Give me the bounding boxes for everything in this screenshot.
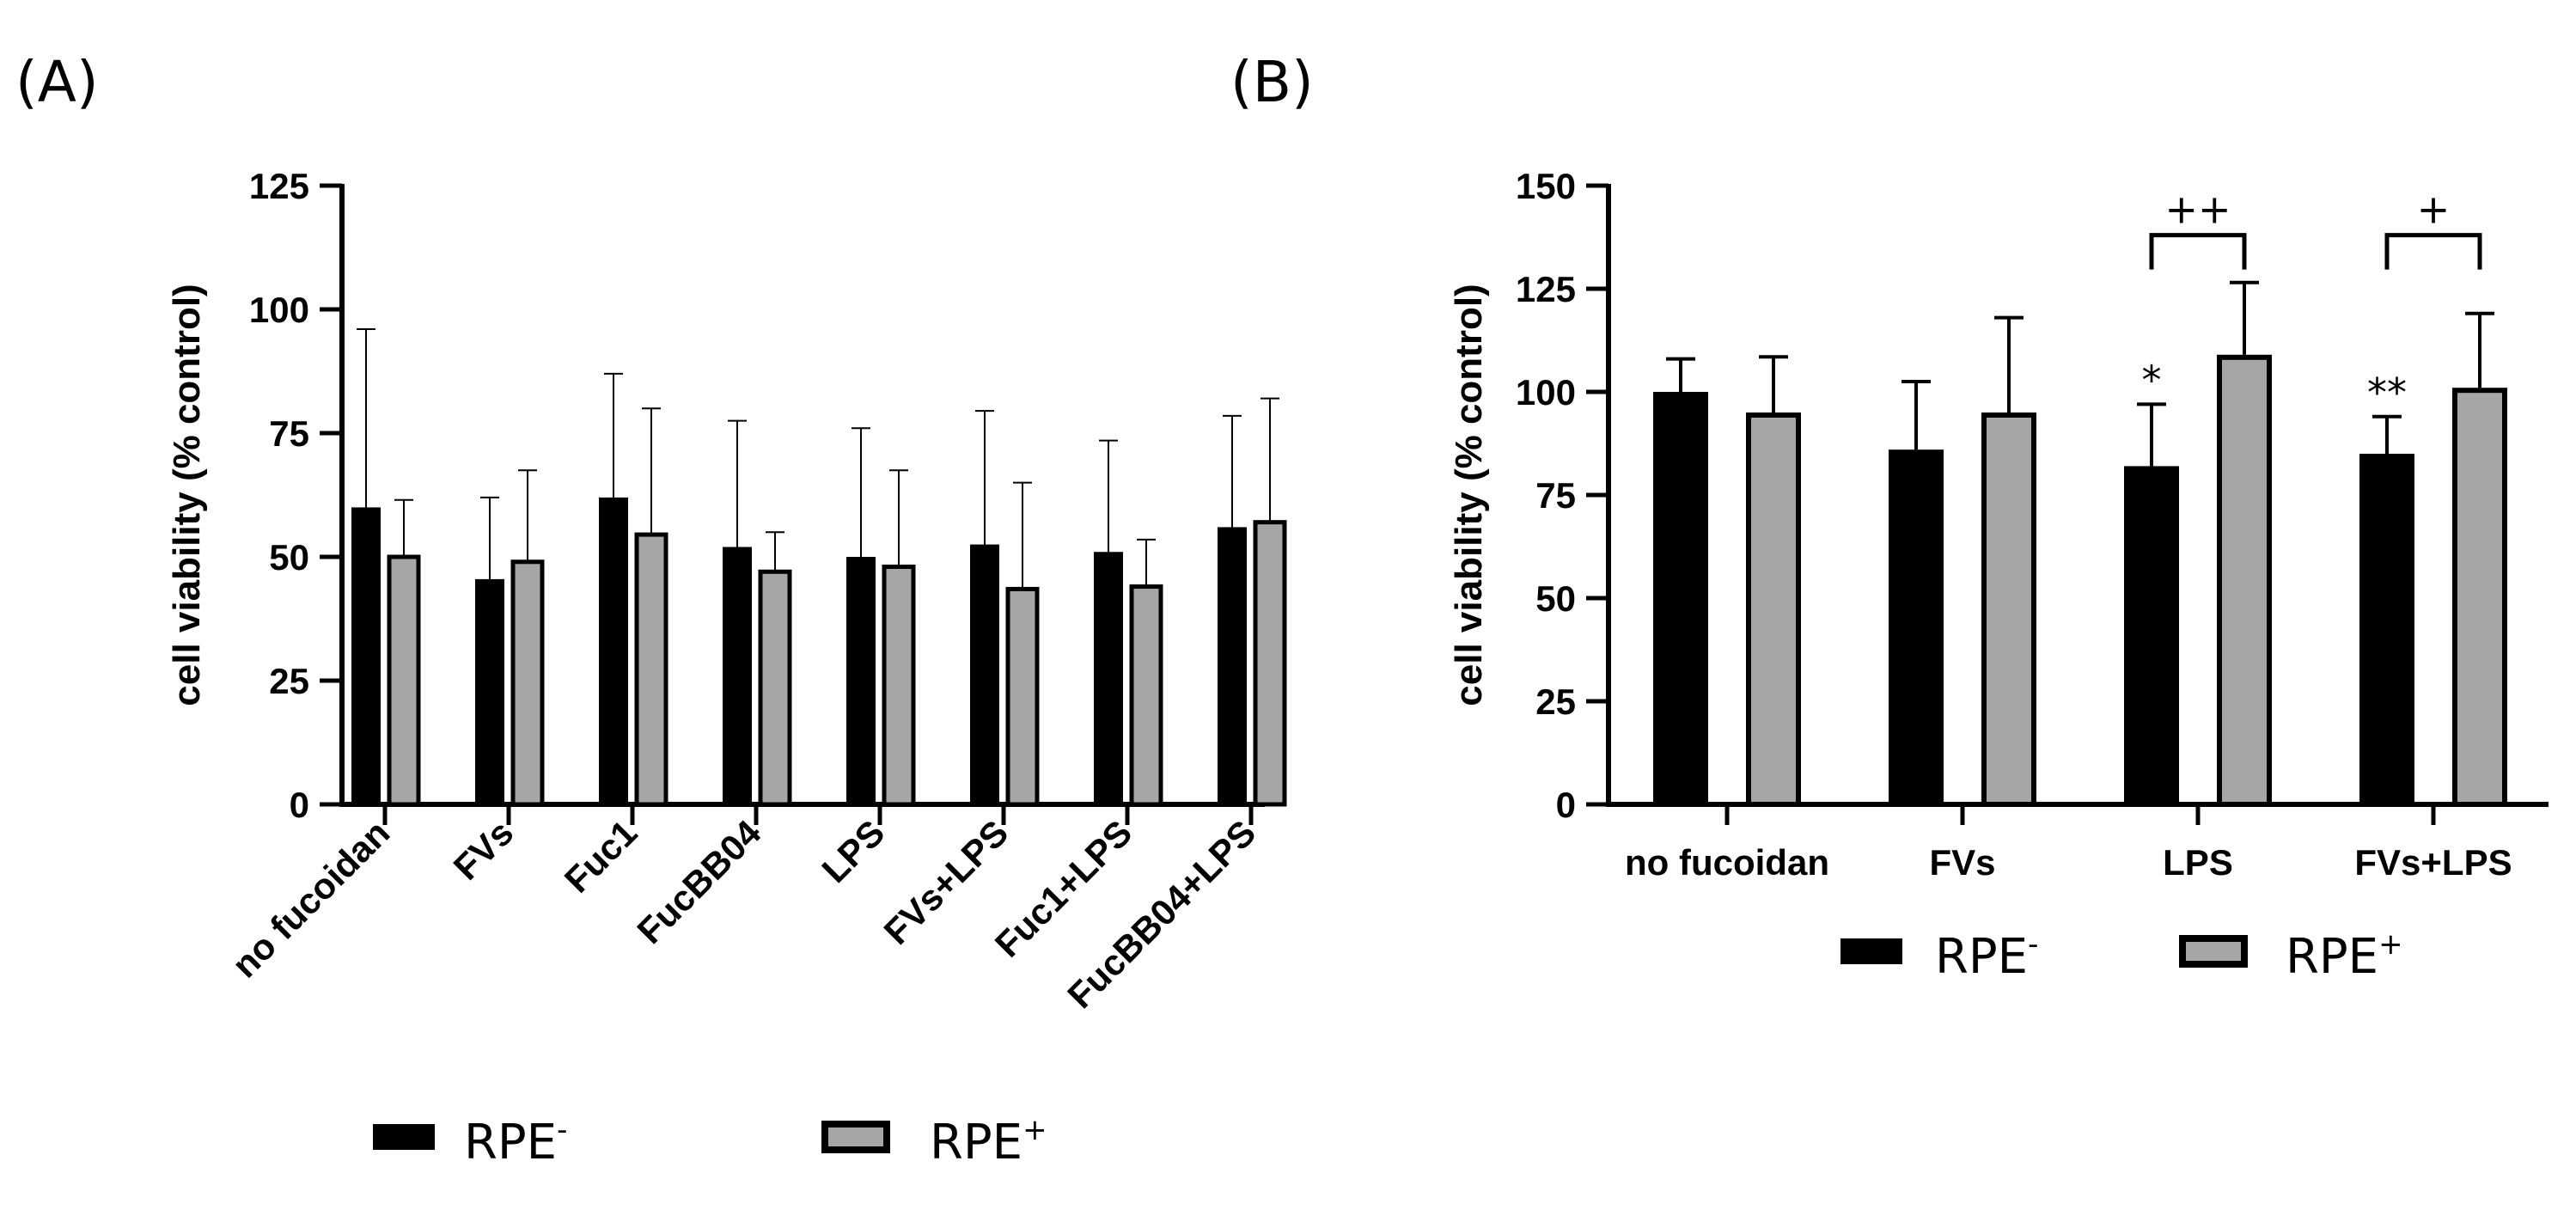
legend-swatch	[373, 1124, 435, 1150]
x-category-label: FVs	[1929, 842, 1995, 883]
x-category-label: no fucoidan	[1625, 842, 1829, 883]
bar	[2359, 454, 2414, 807]
y-tick-label: 75	[269, 413, 309, 454]
bar	[1981, 412, 2036, 807]
x-category-label: LPS	[2163, 842, 2233, 883]
bar	[882, 565, 916, 807]
significance-marker: **	[2367, 370, 2407, 416]
bar	[846, 557, 876, 804]
bar	[599, 497, 628, 804]
legend-label-base: RPE	[930, 1115, 1022, 1170]
x-category-label: FVs+LPS	[2354, 842, 2512, 883]
bar	[1129, 584, 1163, 807]
legend-label-superscript: -	[2028, 927, 2038, 962]
legend-label: RPE+	[930, 1113, 1047, 1170]
bar	[1218, 527, 1247, 804]
legend-label-superscript: +	[2378, 927, 2403, 962]
y-tick-label: 100	[1516, 372, 1576, 412]
y-tick-label: 0	[290, 785, 309, 825]
y-axis-title: cell viability (% control)	[166, 284, 208, 706]
y-tick-label: 25	[1535, 681, 1576, 722]
y-axis-title: cell viability (% control)	[1448, 284, 1490, 706]
y-tick-label: 50	[1535, 578, 1576, 619]
bar	[1746, 412, 1801, 807]
bar	[1653, 392, 1708, 807]
x-category-label: no fucoidan	[224, 812, 398, 986]
legend-swatch	[821, 1121, 890, 1153]
significance-bracket	[2149, 233, 2247, 270]
y-tick-label: 0	[1556, 785, 1576, 825]
x-category-label: FucBB04	[629, 812, 768, 951]
y-tick-label: 100	[249, 290, 309, 330]
bar	[2217, 354, 2272, 807]
panel-a-chart: (A) 0 25 50 75 100 125 cell viability (% contro…	[15, 49, 1287, 1170]
significance-marker: *	[2142, 357, 2162, 403]
bar	[351, 507, 381, 804]
legend-label: RPE+	[2286, 927, 2403, 985]
bar	[510, 559, 545, 807]
bar	[1889, 449, 1944, 807]
y-tick-label: 125	[1516, 269, 1576, 309]
y-tick-label: 75	[1535, 475, 1576, 516]
panel-label: (A)	[15, 49, 99, 115]
bar	[1253, 520, 1287, 807]
legend-label-superscript: -	[557, 1113, 567, 1147]
legend-label-base: RPE	[1935, 929, 2028, 985]
y-tick-label: 125	[249, 166, 309, 206]
legend-label-base: RPE	[2286, 929, 2378, 985]
bar	[758, 569, 792, 807]
y-tick-label: 50	[269, 537, 309, 578]
bar	[1005, 586, 1040, 807]
y-tick-label: 150	[1516, 166, 1576, 206]
x-category-label: Fuc1	[557, 812, 645, 901]
y-tick-label: 25	[269, 661, 309, 701]
bar	[634, 532, 668, 807]
bar	[970, 544, 999, 804]
bar	[1094, 552, 1123, 804]
bar	[2452, 388, 2507, 807]
bar	[475, 578, 504, 804]
panel-label: (B)	[1230, 49, 1314, 115]
bar	[723, 547, 752, 804]
legend-swatch	[1840, 938, 1902, 964]
panel-b-chart: (B) 0 25 50 75 100 125 150 cell viability (% con…	[1230, 49, 2549, 985]
legend-label: RPE-	[1935, 927, 2038, 985]
significance-bracket	[2384, 233, 2482, 270]
bracket-label: ++	[2164, 186, 2231, 233]
legend-swatch	[2179, 935, 2248, 968]
bar	[2124, 466, 2179, 808]
legend-label-base: RPE	[464, 1115, 557, 1170]
legend-label: RPE-	[464, 1113, 567, 1170]
legend-label-superscript: +	[1022, 1113, 1047, 1147]
bar	[387, 554, 421, 807]
bracket-label: +	[2417, 186, 2451, 233]
